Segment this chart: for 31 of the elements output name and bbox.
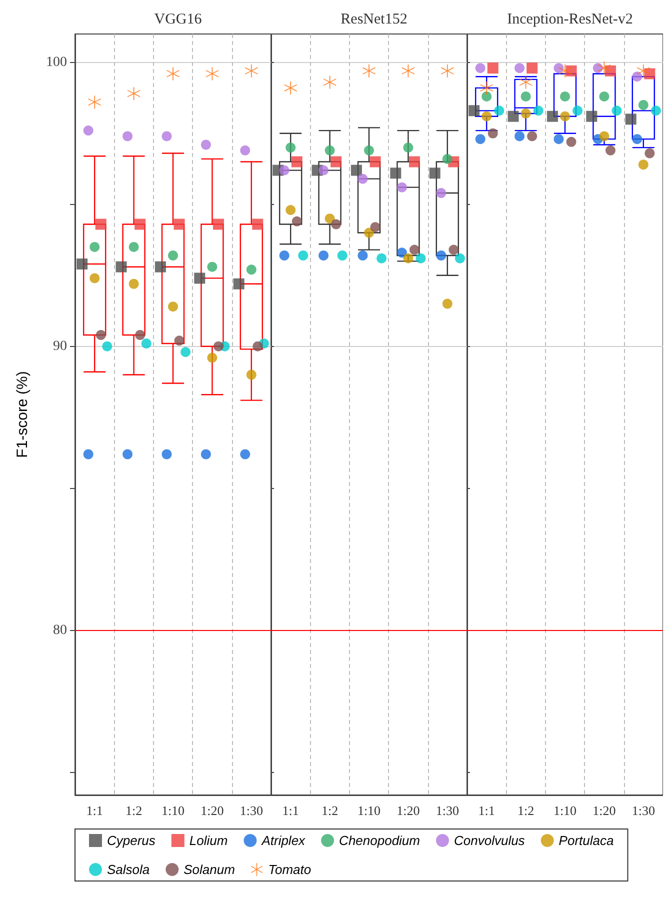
legend-label: Lolium bbox=[189, 833, 228, 848]
legend-label: Solanum bbox=[184, 862, 236, 877]
x-tick-label: 1:10 bbox=[357, 803, 381, 818]
legend-label: Tomato bbox=[268, 862, 312, 877]
chart-title: VGG16 bbox=[154, 12, 202, 28]
x-tick-label: 1:10 bbox=[161, 803, 185, 818]
x-tick-label: 1:2 bbox=[125, 803, 142, 818]
y-tick-label: 80 bbox=[53, 622, 67, 638]
y-tick-label: 100 bbox=[46, 54, 67, 70]
legend-label: Portulaca bbox=[558, 833, 614, 848]
x-tick-label: 1:20 bbox=[200, 803, 224, 818]
y-axis-title: F1-score (%) bbox=[14, 371, 31, 458]
y-tick-label: 90 bbox=[53, 338, 67, 354]
x-tick-label: 1:30 bbox=[240, 803, 263, 818]
x-tick-label: 1:20 bbox=[592, 803, 616, 818]
x-tick-label: 1:30 bbox=[632, 803, 655, 818]
x-tick-label: 1:1 bbox=[478, 803, 495, 818]
legend-label: Chenopodium bbox=[339, 833, 420, 848]
x-tick-label: 1:30 bbox=[436, 803, 459, 818]
x-tick-label: 1:1 bbox=[86, 803, 103, 818]
legend-label: Salsola bbox=[107, 862, 150, 877]
x-tick-label: 1:1 bbox=[282, 803, 299, 818]
chart-title: Inception-ResNet-v2 bbox=[507, 12, 633, 28]
x-tick-label: 1:20 bbox=[396, 803, 420, 818]
x-tick-label: 1:10 bbox=[553, 803, 577, 818]
legend-label: Cyperus bbox=[107, 833, 156, 848]
chart-title: ResNet152 bbox=[340, 12, 408, 28]
legend-label: Atriplex bbox=[260, 833, 306, 848]
x-tick-label: 1:2 bbox=[321, 803, 338, 818]
legend-label: Convolvulus bbox=[454, 833, 526, 848]
x-tick-label: 1:2 bbox=[517, 803, 534, 818]
